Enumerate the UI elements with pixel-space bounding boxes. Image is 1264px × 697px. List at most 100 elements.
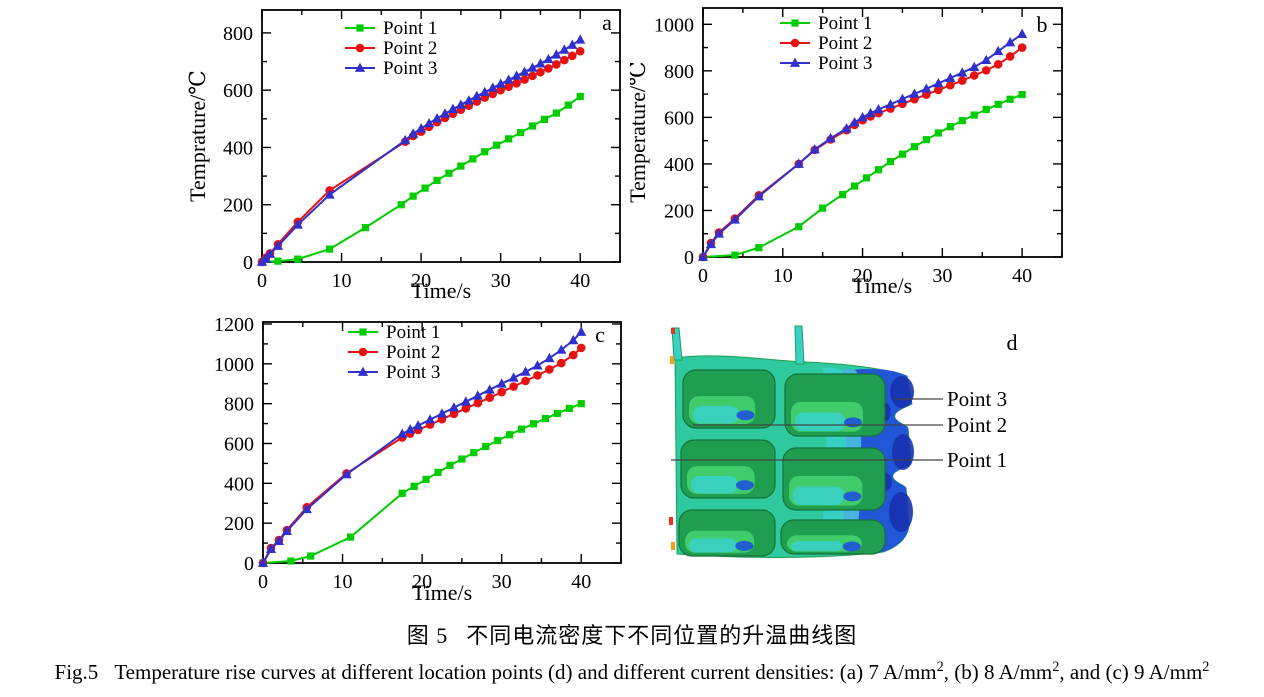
x-axis-label: Time/s bbox=[852, 273, 912, 298]
x-tick-label: 0 bbox=[258, 571, 268, 593]
legend-label: Point 1 bbox=[386, 322, 440, 343]
annotation-point-2: Point 2 bbox=[947, 413, 1007, 437]
tick-labels: 0 200 400 600 800 1000 0 10 20 30 40 bbox=[654, 14, 1032, 287]
panel-letter-b: b bbox=[1037, 12, 1048, 37]
legend-label: Point 3 bbox=[818, 53, 872, 74]
x-tick-label: 20 bbox=[412, 571, 432, 593]
legend-item-1: Point 1 bbox=[348, 322, 440, 343]
legend-item-1: Point 1 bbox=[345, 18, 437, 39]
chart-panel-a: 0 200 400 600 800 0 10 20 30 40 Temprature/℃ Time/s… bbox=[185, 9, 621, 303]
y-tick-label: 400 bbox=[664, 154, 694, 176]
x-tick-label: 40 bbox=[570, 270, 590, 292]
caption-chinese-figure-number: 图 5 bbox=[406, 623, 449, 648]
contour-cell-2 bbox=[784, 373, 886, 437]
series-point-2 bbox=[698, 43, 1027, 262]
x-axis-label: Time/s bbox=[411, 278, 471, 303]
chart-a: 0 200 400 600 800 0 10 20 30 40 Temprature/℃ Time/s… bbox=[185, 9, 621, 303]
y-tick-label: 800 bbox=[223, 23, 253, 45]
legend-item-3: Point 3 bbox=[348, 362, 440, 383]
caption-chinese-text: 不同电流密度下不同位置的升温曲线图 bbox=[466, 623, 858, 648]
contour-cell-6 bbox=[780, 519, 886, 555]
annotation-point-1: Point 1 bbox=[947, 448, 1007, 472]
y-tick-label: 600 bbox=[224, 433, 254, 455]
y-tick-label: 600 bbox=[223, 80, 253, 102]
x-tick-label: 30 bbox=[491, 270, 511, 292]
series-line bbox=[261, 95, 581, 263]
legend-label: Point 3 bbox=[383, 58, 437, 79]
x-tick-label: 10 bbox=[332, 270, 352, 292]
y-tick-label: 1000 bbox=[654, 14, 694, 36]
contour-darkblue-blob bbox=[889, 492, 913, 532]
caption-english-text: Temperature rise curves at different loc… bbox=[114, 659, 1210, 684]
y-axis-label: Temperature/℃ bbox=[630, 61, 650, 203]
series-point-1 bbox=[259, 400, 585, 567]
series-point-1 bbox=[258, 92, 584, 266]
legend-label: Point 1 bbox=[383, 18, 437, 39]
contour-hotspot bbox=[670, 356, 674, 364]
contour-cell-5 bbox=[678, 509, 776, 557]
tick-labels: 0 200 400 600 800 1000 1200 0 10 20 30 40 bbox=[214, 314, 591, 593]
legend-item-2: Point 2 bbox=[780, 33, 872, 54]
legend-item-2: Point 2 bbox=[345, 38, 437, 59]
contour-darkblue-blob bbox=[890, 376, 914, 408]
x-tick-label: 40 bbox=[571, 571, 591, 593]
panel-letter-d: d bbox=[1007, 330, 1018, 355]
y-tick-label: 0 bbox=[244, 553, 254, 575]
contour-cell-3 bbox=[680, 439, 776, 499]
series-point-3 bbox=[256, 34, 586, 266]
plot-frame bbox=[262, 321, 622, 564]
contour-cell-1 bbox=[682, 369, 776, 429]
legend-item-3: Point 3 bbox=[780, 53, 872, 74]
x-tick-label: 10 bbox=[773, 265, 793, 287]
y-tick-label: 1200 bbox=[214, 314, 254, 336]
legend-label: Point 1 bbox=[818, 13, 872, 34]
series-point-1 bbox=[699, 90, 1026, 261]
legend-item-1: Point 1 bbox=[780, 13, 872, 34]
contour-darkblue-blob bbox=[892, 434, 914, 470]
y-tick-label: 200 bbox=[664, 200, 694, 222]
y-tick-label: 400 bbox=[224, 473, 254, 495]
y-tick-label: 200 bbox=[224, 513, 254, 535]
contour-hotspot bbox=[671, 542, 675, 550]
chart-panel-b: 0 200 400 600 800 1000 0 10 20 30 40 Temperature/℃ T… bbox=[630, 7, 1063, 298]
plot-frame bbox=[261, 9, 621, 263]
y-tick-label: 200 bbox=[223, 195, 253, 217]
legend-item-2: Point 2 bbox=[348, 342, 440, 363]
tick-labels: 0 200 400 600 800 0 10 20 30 40 bbox=[223, 23, 590, 292]
plot-frame bbox=[702, 7, 1063, 258]
contour-spike-left bbox=[671, 327, 683, 361]
y-tick-label: 800 bbox=[224, 394, 254, 416]
y-tick-label: 400 bbox=[223, 137, 253, 159]
contour-spike-right bbox=[794, 325, 805, 365]
x-tick-label: 0 bbox=[698, 265, 708, 287]
chart-c: 0 200 400 600 800 1000 1200 0 10 20 30 40 Time/s c Poi… bbox=[214, 314, 622, 605]
contour-cell-4 bbox=[782, 447, 886, 511]
series-line bbox=[261, 50, 581, 263]
y-tick-label: 800 bbox=[664, 61, 694, 83]
legend-label: Point 2 bbox=[818, 33, 872, 54]
contour-hotspot bbox=[669, 517, 673, 525]
y-axis-label: Temprature/℃ bbox=[185, 70, 210, 202]
panel-letter-c: c bbox=[595, 322, 605, 347]
caption-chinese: 图 5 不同电流密度下不同位置的升温曲线图 bbox=[0, 618, 1264, 650]
series-point-3 bbox=[257, 326, 587, 567]
y-tick-label: 0 bbox=[243, 252, 253, 274]
axis-ticks bbox=[261, 10, 621, 263]
x-tick-label: 30 bbox=[492, 571, 512, 593]
legend-label: Point 2 bbox=[386, 342, 440, 363]
x-tick-label: 0 bbox=[257, 270, 267, 292]
legend-label: Point 2 bbox=[383, 38, 437, 59]
x-tick-label: 20 bbox=[853, 265, 873, 287]
x-tick-label: 20 bbox=[411, 270, 431, 292]
caption-english-figure-number: Fig.5 bbox=[54, 660, 99, 684]
annotation-point-3: Point 3 bbox=[947, 387, 1007, 411]
x-axis-label: Time/s bbox=[412, 580, 472, 605]
chart-b: 0 200 400 600 800 1000 0 10 20 30 40 Temperature/℃ T… bbox=[630, 7, 1063, 298]
y-tick-label: 1000 bbox=[214, 354, 254, 376]
